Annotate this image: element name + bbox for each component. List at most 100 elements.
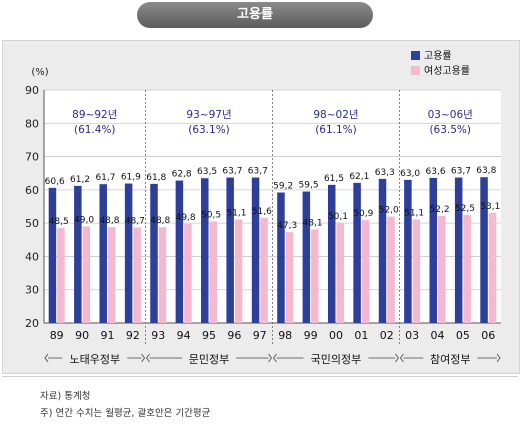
data-label-female-employment: 50,9 [353,209,373,219]
data-label-employment: 63,7 [222,167,242,177]
x-tick-label: 95 [202,329,216,342]
group-average-label: (61.4%) [74,124,116,136]
group-bracket-arrow-left [44,353,49,363]
bar-employment [226,177,234,323]
x-tick-label: 05 [456,329,470,342]
group-bracket-arrow-left [273,353,277,363]
data-label-female-employment: 51,1 [226,208,246,218]
data-label-employment: 63,7 [451,167,471,177]
bar-employment [74,185,82,323]
y-tick-label: 90 [25,84,39,97]
x-tick-label: 93 [151,329,165,342]
bar-employment [48,187,57,323]
data-label-employment: 62,1 [349,172,369,182]
y-tick-label: 60 [25,184,39,197]
bar-female-employment [488,212,497,323]
data-label-employment: 59,5 [299,181,319,191]
y-tick-label: 70 [25,151,39,164]
group-average-label: (61.1%) [315,124,357,136]
group-label-bg [423,350,478,366]
x-tick-label: 91 [100,329,114,342]
legend-swatch-female-employment [411,66,420,75]
source-note: 자료) 통계청 [40,391,91,402]
group-period-label: 03~06년 [428,109,473,121]
data-label-female-employment: 52,5 [455,204,475,214]
x-tick-label: 99 [304,329,318,342]
bar-female-employment [57,228,65,323]
x-tick-label: 00 [329,329,343,342]
data-label-female-employment: 49,0 [74,215,94,225]
data-label-female-employment: 49,8 [176,213,196,223]
y-tick-label: 40 [25,250,39,263]
bar-employment [454,177,463,323]
bar-female-employment [234,219,243,323]
data-label-female-employment: 50,5 [201,210,221,220]
group-name-label: 국민의정부 [311,353,362,366]
data-label-employment: 61,5 [324,174,344,184]
group-bracket-arrow-right [496,353,501,363]
data-label-female-employment: 51,6 [252,207,272,217]
group-label-bg [62,350,128,366]
data-label-female-employment: 48,1 [303,218,323,228]
data-label-employment: 61,7 [95,173,115,183]
footnote: 주) 연간 수치는 월평균, 괄호안은 기간평균 [40,408,211,419]
group-bracket-arrow-right [395,353,399,363]
group-period-label: 93~97년 [186,109,231,121]
x-tick-label: 89 [50,329,64,342]
x-tick-label: 02 [380,329,394,342]
group-label-bg [303,350,369,366]
group-name-label: 참여정부 [430,353,470,366]
y-tick-label: 20 [25,317,39,330]
data-label-employment: 62,8 [172,170,192,180]
bar-female-employment [260,217,268,323]
y-unit-label: (%) [31,67,48,78]
group-name-label: 노태우정부 [69,353,120,366]
data-label-female-employment: 48,8 [99,216,119,226]
bar-employment [124,183,133,323]
bar-employment [353,182,361,323]
x-tick-label: 96 [227,329,241,342]
bar-female-employment [438,215,446,323]
bar-employment [302,191,311,323]
x-tick-label: 03 [405,329,419,342]
bar-female-employment [184,223,192,323]
bar-female-employment [209,221,218,323]
group-period-label: 98~02년 [313,109,358,121]
data-label-employment: 63,8 [476,166,496,176]
bar-employment [378,178,387,323]
legend-label-female-employment: 여성고용률 [424,65,470,77]
x-tick-label: 94 [177,329,191,342]
bar-employment [201,178,209,323]
data-label-employment: 59,2 [273,182,293,192]
data-label-employment: 60,6 [45,177,65,187]
group-label-bg [182,350,237,366]
bar-employment [277,192,285,323]
y-tick-label: 50 [25,217,39,230]
data-label-female-employment: 47,3 [277,221,297,231]
bar-female-employment [336,222,344,323]
bar-employment [99,184,107,323]
data-label-employment: 63,5 [197,167,217,177]
x-tick-label: 90 [75,329,89,342]
x-tick-label: 92 [126,329,140,342]
bar-employment [251,177,260,323]
bar-female-employment [107,227,116,323]
data-label-female-employment: 50,1 [328,212,348,222]
data-label-employment: 63,3 [375,168,395,178]
group-average-label: (63.5%) [429,124,471,136]
y-tick-label: 30 [25,284,39,297]
bar-employment [480,177,488,323]
data-label-employment: 61,8 [146,173,166,183]
bar-female-employment [133,227,141,323]
data-label-female-employment: 53,1 [480,202,500,212]
group-period-label: 89~92년 [72,109,117,121]
group-bracket-arrow-right [268,353,272,363]
data-label-employment: 61,9 [121,173,141,183]
legend-swatch-employment [411,51,420,60]
group-bracket-arrow-left [399,353,404,363]
x-tick-label: 04 [431,329,445,342]
bar-female-employment [361,220,370,323]
data-label-female-employment: 51,1 [404,208,424,218]
footer-divider [2,376,518,377]
